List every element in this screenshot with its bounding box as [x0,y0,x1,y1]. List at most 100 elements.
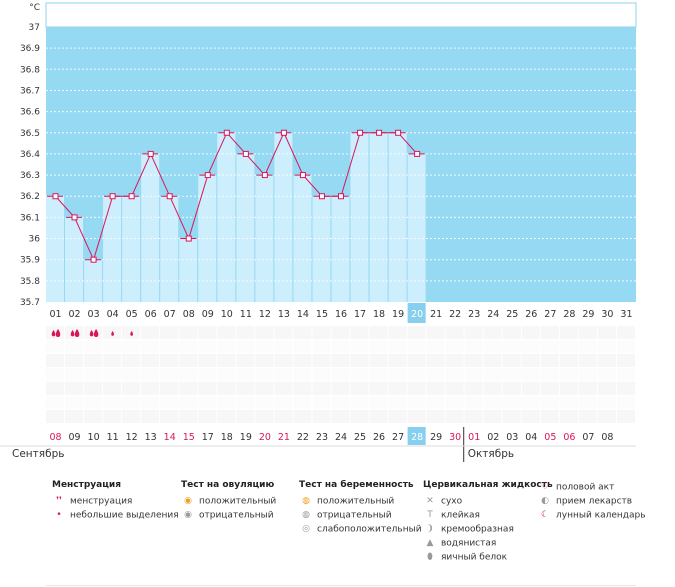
temp-bar [407,153,426,302]
legend-label: отрицательный [199,510,274,521]
calendar-date-label: 27 [392,432,404,443]
symptom-cell [65,382,84,395]
dry-icon: ✕ [426,496,434,506]
test-weak-icon: ◎ [302,524,310,534]
cycle-day-label: 15 [316,309,328,320]
legend-item: ❩ кремообразная [423,522,553,536]
y-tick-label: 35.9 [20,256,40,266]
symptom-cell [388,326,407,339]
symptom-cell [198,410,217,423]
y-tick-label: 36 [29,235,41,245]
symptom-cell [84,340,103,353]
symptom-cell [217,340,236,353]
symptom-cell [274,382,293,395]
symptom-cell [521,340,540,353]
legend-item: ⬮ яичный белок [423,550,553,564]
legend-label: клейкая [441,510,480,521]
symptom-cell [388,340,407,353]
symptom-cell [293,396,312,409]
symptom-cell [578,410,597,423]
symptom-cell [578,368,597,381]
symptom-cell [198,354,217,367]
symptom-cell [540,354,559,367]
symptom-cell [445,410,464,423]
temp-point [357,129,364,136]
symptom-cell [103,340,122,353]
drop-small-icon: • [56,510,62,520]
symptom-cell [141,396,160,409]
cycle-day-label: 22 [449,309,461,320]
cycle-day-label: 03 [88,309,100,320]
cycle-day-label: 01 [49,309,61,320]
symptom-cell [464,340,483,353]
symptom-cell [483,382,502,395]
symptom-cell [255,396,274,409]
cycle-day-label: 23 [468,309,480,320]
symptom-cell [179,340,198,353]
symptom-cell [502,340,521,353]
symptom-cell [407,382,426,395]
symptom-cell [521,354,540,367]
y-tick-label: 36.1 [20,213,40,223]
symptom-cell [597,354,616,367]
heart-icon: ♡ [540,482,550,492]
cycle-day-label: 17 [354,309,366,320]
symptom-cell [65,340,84,353]
symptom-cell [198,326,217,339]
symptom-cell [616,354,635,367]
legend-label: положительный [317,496,395,507]
symptom-cell [179,326,198,339]
symptom-cell [217,382,236,395]
symptom-cell [312,326,331,339]
symptom-cell [312,340,331,353]
symptom-cell [46,326,65,339]
symptom-cell [578,382,597,395]
calendar-date-label: 19 [240,432,252,443]
symptom-cell [521,368,540,381]
symptom-cell [616,396,635,409]
symptom-cell [426,410,445,423]
plot-header [45,2,637,28]
symptom-cell [597,396,616,409]
temp-bar [103,196,122,302]
symptom-cell [540,368,559,381]
symptom-cell [597,368,616,381]
symptom-cell [141,410,160,423]
symptom-cell [369,340,388,353]
legend-label: водянистая [441,538,497,549]
legend-label: яичный белок [441,552,508,563]
symptom-cell [255,382,274,395]
symptom-cell [65,354,84,367]
symptom-cell [141,354,160,367]
symptom-cell [46,354,65,367]
moon-icon: ☾ [540,510,550,520]
cycle-day-label: 24 [487,309,499,320]
symptom-cell [198,368,217,381]
symptom-cell [46,382,65,395]
symptom-cell [160,368,179,381]
temp-point [242,150,249,157]
symptom-cell [236,382,255,395]
calendar-date-label: 06 [563,432,575,443]
symptom-cell [426,396,445,409]
symptom-cell [369,326,388,339]
y-tick-label: 36.6 [20,108,40,118]
y-tick-label: 36.3 [20,171,40,181]
symptom-cell [464,326,483,339]
temp-point [280,129,287,136]
y-tick-label: 35.8 [20,277,40,287]
cycle-day-label: 29 [582,309,594,320]
calendar-date-label: 28 [411,432,423,443]
symptom-cell [160,382,179,395]
temp-bar [122,196,141,302]
symptom-cell [84,368,103,381]
symptom-cell [160,340,179,353]
symptom-cell [160,326,179,339]
symptom-cell [331,410,350,423]
symptom-cell [331,368,350,381]
y-tick-label: 36.7 [20,86,40,96]
symptom-cell [483,410,502,423]
temp-bar [331,196,350,302]
cycle-day-label: 02 [69,309,81,320]
legend-label: прием лекарств [556,496,633,507]
